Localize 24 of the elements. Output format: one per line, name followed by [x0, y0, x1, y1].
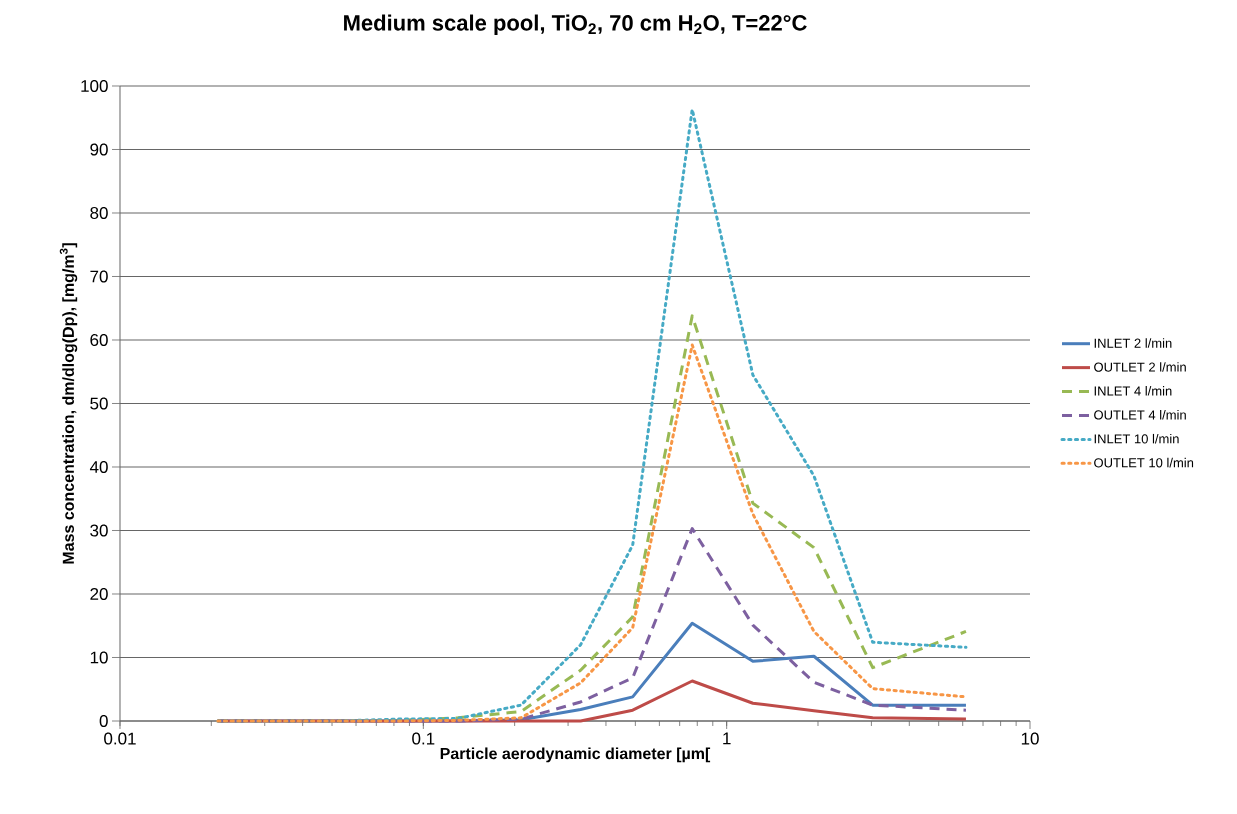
legend-label: OUTLET 2 l/min [1094, 362, 1186, 372]
y-axis-title: Mass concentration, dm/dlog(Dp), [mg/m$^{3}$] [59, 243, 78, 564]
legend-label: INLET 2 l/min [1094, 338, 1172, 348]
legend-label: INLET 4 l/min [1094, 386, 1172, 396]
y-tick-label: 10 [90, 651, 108, 664]
y-tick-label: 70 [90, 270, 108, 283]
legend-label: INLET 10 l/min [1094, 433, 1179, 444]
y-tick-label: 100 [81, 79, 108, 93]
x-axis-title: Particle aerodynamic diameter [µm[ [440, 747, 711, 763]
legend-label: OUTLET 4 l/min [1094, 409, 1186, 420]
y-tick-label: 90 [90, 143, 108, 156]
y-tick-label: 60 [90, 333, 108, 347]
x-tick-label: 10 [1021, 732, 1039, 745]
y-tick-label: 40 [89, 460, 108, 474]
y-tick-label: 20 [90, 587, 108, 601]
y-tick-label: 80 [90, 206, 108, 220]
x-tick-label: 1 [723, 732, 731, 745]
y-tick-label: 50 [90, 397, 108, 410]
y-tick-label: 30 [90, 524, 108, 537]
chart-title: Medium scale pool, TiO$_{2}$, 70 cm H$_{2}$O, T=22°C [344, 14, 807, 36]
x-tick-label: 0.01 [104, 732, 136, 745]
legend-label: OUTLET 10 l/min [1094, 457, 1194, 468]
y-tick-label: 0 [99, 714, 108, 728]
x-tick-label: 0.1 [412, 732, 435, 745]
